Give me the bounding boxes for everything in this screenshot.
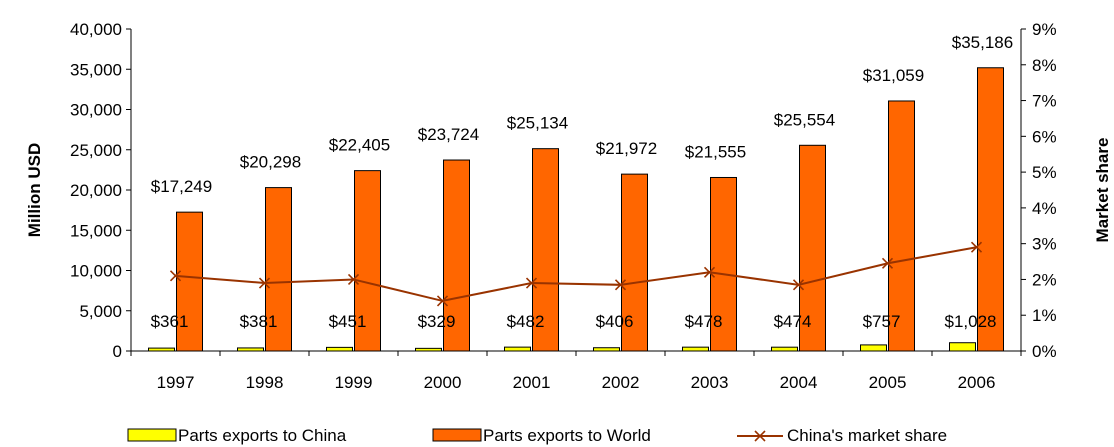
world-value-label: $35,186 <box>952 33 1013 52</box>
y2-axis-title: Market share <box>1093 138 1112 243</box>
y2-tick-label: 5% <box>1032 163 1057 182</box>
market-share-point <box>258 277 271 289</box>
bar-china <box>593 347 620 352</box>
x-tick-label: 2002 <box>602 373 640 392</box>
china-value-label: $381 <box>240 312 278 331</box>
world-value-label: $23,724 <box>418 125 479 144</box>
legend-label-china: Parts exports to China <box>178 426 347 445</box>
bar-china <box>504 346 531 352</box>
bar-world <box>265 187 292 352</box>
legend-item-china: Parts exports to China <box>127 426 347 445</box>
world-value-label: $17,249 <box>151 177 212 196</box>
x-tick-label: 2004 <box>780 373 818 392</box>
x-tick-label: 1999 <box>335 373 373 392</box>
x-tick-label: 2003 <box>691 373 729 392</box>
y2-tick-label: 6% <box>1032 127 1057 146</box>
market-share-point <box>525 277 538 289</box>
china-value-label: $406 <box>596 312 634 331</box>
market-share-point <box>970 241 983 253</box>
bar-world <box>710 176 737 352</box>
bar-china <box>148 347 175 352</box>
y-tick-label: 30,000 <box>70 101 122 120</box>
market-share-point <box>614 279 627 291</box>
china-value-label: $1,028 <box>945 312 997 331</box>
legend-swatch-china <box>127 428 177 442</box>
china-value-label: $329 <box>418 312 456 331</box>
y-axis-title: Million USD <box>25 143 44 237</box>
y2-tick-label: 8% <box>1032 56 1057 75</box>
bar-world <box>443 159 470 352</box>
y2-tick-label: 1% <box>1032 306 1057 325</box>
world-value-label: $21,555 <box>685 142 746 161</box>
legend-item-share: China's market share <box>737 426 947 445</box>
y-tick-label: 25,000 <box>70 141 122 160</box>
y2-tick-label: 4% <box>1032 199 1057 218</box>
bar-world <box>799 144 826 352</box>
y2-tick-label: 9% <box>1032 20 1057 39</box>
y2-tick-label: 0% <box>1032 342 1057 361</box>
bars <box>148 67 1004 352</box>
world-value-label: $20,298 <box>240 153 301 172</box>
bar-china <box>237 347 264 352</box>
china-value-label: $482 <box>507 312 545 331</box>
y2-tick-label: 7% <box>1032 92 1057 111</box>
china-value-label: $478 <box>685 312 723 331</box>
china-value-label: $361 <box>151 312 189 331</box>
y2-tick-label: 2% <box>1032 270 1057 289</box>
market-share-point <box>703 266 716 278</box>
bar-china <box>949 342 976 352</box>
axes: 0 5,000 10,000 15,000 20,000 25,000 30,000 35,0… <box>25 20 1112 392</box>
y-tick-label: 35,000 <box>70 60 122 79</box>
legend-item-world: Parts exports to World <box>432 426 651 445</box>
y-tick-label: 40,000 <box>70 20 122 39</box>
market-share-point <box>436 295 449 307</box>
bar-china <box>326 346 353 352</box>
china-value-label: $757 <box>863 312 901 331</box>
bar-world <box>532 148 559 352</box>
bar-china <box>860 344 887 352</box>
legend-swatch-world <box>432 428 482 442</box>
legend-label-world: Parts exports to World <box>483 426 651 445</box>
x-tick-label: 1997 <box>157 373 195 392</box>
y-tick-label: 10,000 <box>70 262 122 281</box>
world-value-label: $22,405 <box>329 136 390 155</box>
legend: Parts exports to China Parts exports to W… <box>127 426 947 445</box>
world-value-label: $31,059 <box>863 66 924 85</box>
china-value-label: $451 <box>329 312 367 331</box>
x-tick-label: 2001 <box>513 373 551 392</box>
market-share-point <box>169 270 182 282</box>
market-share-line <box>169 241 983 307</box>
china-value-label: $474 <box>774 312 812 331</box>
world-value-label: $21,972 <box>596 139 657 158</box>
bar-world <box>176 211 203 352</box>
market-share-point <box>792 279 805 291</box>
data-labels: $17,249 $361 $20,298 $381 $22,405 $451 $23,724… <box>151 33 1014 331</box>
world-value-label: $25,134 <box>507 114 568 133</box>
y-tick-label: 0 <box>113 342 122 361</box>
x-tick-label: 2005 <box>869 373 907 392</box>
x-tick-label: 1998 <box>246 373 284 392</box>
market-share-point <box>347 273 360 286</box>
bar-world <box>888 100 915 352</box>
world-value-label: $25,554 <box>774 110 835 129</box>
x-tick-label: 2006 <box>958 373 996 392</box>
y-tick-label: 15,000 <box>70 221 122 240</box>
bar-china <box>771 346 798 352</box>
y-tick-label: 5,000 <box>79 302 122 321</box>
legend-label-share: China's market share <box>787 426 947 445</box>
x-tick-label: 2000 <box>424 373 462 392</box>
market-share-point <box>881 257 894 269</box>
bar-world <box>977 67 1004 352</box>
market-share-polyline <box>175 246 977 302</box>
y-tick-label: 20,000 <box>70 181 122 200</box>
bar-world <box>621 173 648 352</box>
y2-tick-label: 3% <box>1032 235 1057 254</box>
bar-china <box>415 347 442 352</box>
bar-china <box>682 346 709 352</box>
bar-world <box>354 170 381 352</box>
